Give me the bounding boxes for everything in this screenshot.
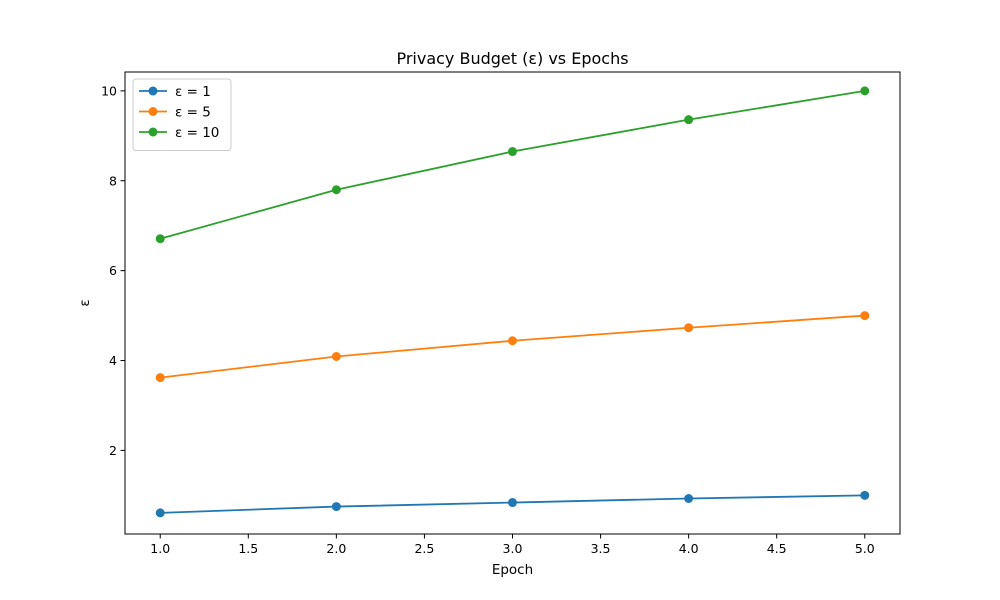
data-point: [155, 373, 165, 383]
legend-label: ε = 10: [175, 125, 219, 141]
legend: ε = 1 ε = 5 ε = 10: [132, 78, 232, 151]
legend-item: ε = 5: [139, 105, 211, 121]
data-point: [331, 502, 341, 512]
x-axis: 1.0 1.5 2.0 2.5 3.0 3.5 4.0 4.5 5.0: [150, 534, 875, 556]
y-axis: 2 4 6 8 10: [101, 83, 125, 458]
series-line: [160, 314, 865, 379]
data-point: [860, 311, 870, 321]
data-point: [684, 323, 694, 333]
x-tick-label: 4.0: [679, 541, 699, 556]
data-point: [508, 147, 517, 157]
legend-marker: [148, 86, 158, 96]
legend-marker: [148, 107, 158, 116]
data-point: [508, 498, 517, 508]
x-tick-label: 2.5: [414, 541, 434, 556]
x-tick-label: 4.5: [767, 541, 787, 556]
data-point: [331, 185, 341, 195]
y-axis-label: ε: [77, 299, 93, 306]
series-layer: [155, 86, 870, 518]
series-line: [159, 89, 865, 240]
legend-label: ε = 1: [175, 84, 211, 100]
x-tick-label: 5.0: [855, 541, 875, 556]
data-point: [155, 234, 165, 244]
data-point: [155, 508, 165, 518]
data-point: [684, 493, 694, 503]
x-tick-label: 3.5: [591, 541, 611, 556]
series-1: [155, 490, 870, 518]
y-tick-label: 4: [109, 353, 117, 368]
legend-label: ε = 5: [175, 105, 211, 121]
x-tick-label: 1.5: [238, 541, 258, 556]
data-point: [860, 86, 870, 96]
x-axis-label: Epoch: [492, 562, 533, 578]
data-point: [331, 351, 341, 361]
x-tick-label: 1.0: [150, 541, 170, 556]
plot-frame: [124, 71, 901, 535]
series-3: [155, 86, 870, 244]
x-tick-label: 3.0: [503, 541, 523, 556]
y-tick-label: 8: [109, 173, 117, 188]
y-tick-label: 6: [109, 263, 117, 278]
x-tick-label: 2.0: [326, 541, 346, 556]
y-tick-label: 10: [101, 83, 117, 98]
series-2: [155, 311, 870, 383]
y-tick-label: 2: [109, 443, 117, 458]
data-point: [684, 115, 694, 125]
data-point: [508, 336, 517, 346]
data-point: [860, 490, 870, 500]
legend-marker: [148, 127, 158, 137]
legend-item: ε = 1: [139, 84, 211, 100]
legend-item: ε = 10: [139, 125, 219, 141]
chart-title: Privacy Budget (ε) vs Epochs: [396, 49, 628, 68]
